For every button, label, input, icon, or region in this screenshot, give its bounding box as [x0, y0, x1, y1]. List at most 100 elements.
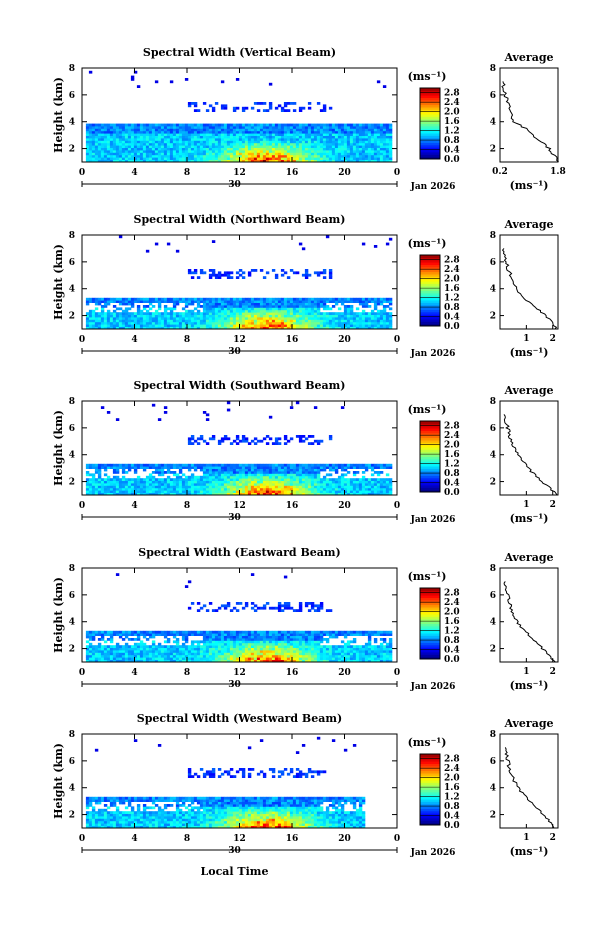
heatmap-cell	[133, 659, 138, 663]
heatmap-cell	[343, 468, 348, 472]
x-tick-label: 8	[184, 168, 190, 178]
colorbar-segment	[420, 295, 440, 299]
heatmap-cell	[286, 128, 291, 132]
colorbar-segment	[420, 314, 440, 318]
heatmap-cell	[355, 130, 360, 134]
heatmap-cell	[181, 154, 186, 158]
heatmap-cell	[316, 480, 321, 484]
heatmap-cell	[226, 317, 231, 320]
heatmap-cell	[307, 138, 312, 141]
heatmap-cell	[385, 485, 390, 489]
heatmap-cell	[211, 128, 216, 132]
heatmap-cell	[151, 490, 156, 493]
heatmap-cell	[325, 485, 330, 489]
x-tick-label: 0	[79, 335, 85, 345]
heatmap-cell	[235, 480, 240, 484]
heatmap-cell	[307, 142, 312, 146]
heatmap-cell	[307, 128, 312, 132]
heatmap-cell	[154, 326, 159, 330]
heatmap-cell	[235, 140, 240, 144]
heatmap-cell	[316, 157, 321, 160]
heatmap-cell	[265, 123, 270, 127]
heatmap-cell	[361, 309, 366, 313]
heatmap-cell	[289, 463, 294, 467]
heatmap-cell	[88, 473, 93, 477]
heatmap-cell	[382, 492, 387, 496]
heatmap-cell	[142, 485, 147, 489]
heatmap-cell	[151, 314, 156, 318]
heatmap-cell	[118, 126, 123, 129]
heatmap-cell	[196, 142, 201, 146]
heatmap-cell	[247, 490, 252, 493]
heatmap-cell	[373, 152, 378, 156]
heatmap-cell	[247, 130, 252, 134]
heatmap-cell	[88, 130, 93, 134]
colorbar-segment	[420, 278, 440, 282]
heatmap-cell	[280, 302, 285, 306]
heatmap-cell	[160, 300, 165, 303]
heatmap-cell	[388, 150, 393, 153]
heatmap-cell	[229, 307, 234, 311]
heatmap-cell	[265, 483, 270, 486]
heatmap-cell	[337, 297, 342, 301]
heatmap-cell	[88, 647, 93, 651]
heatmap-cell	[229, 326, 234, 330]
heatmap-cell	[118, 657, 123, 660]
heatmap-cell	[103, 633, 108, 636]
heatmap-cell	[289, 406, 294, 409]
heatmap-cell	[349, 466, 354, 469]
heatmap-cell	[223, 106, 228, 110]
heatmap-cell	[256, 463, 261, 467]
heatmap-cell	[244, 106, 249, 110]
heatmap-cell	[223, 126, 228, 129]
heatmap-cell	[334, 492, 339, 496]
heatmap-cell	[334, 321, 339, 325]
heatmap-cell	[151, 142, 156, 146]
heatmap-cell	[130, 633, 135, 636]
heatmap-cell	[163, 483, 168, 486]
heatmap-cell	[190, 271, 195, 275]
heatmap-cell	[247, 466, 252, 469]
heatmap-cell	[190, 130, 195, 134]
heatmap-cell	[304, 135, 309, 139]
heatmap-cell	[199, 490, 204, 493]
heatmap-cell	[118, 326, 123, 330]
heatmap-cell	[385, 317, 390, 320]
heatmap-cell	[196, 152, 201, 156]
heatmap-cell	[256, 471, 261, 474]
heatmap-cell	[286, 126, 291, 129]
heatmap-cell	[334, 490, 339, 493]
heatmap-cell	[304, 273, 309, 277]
heatmap-cell	[328, 435, 333, 438]
y-tick-label: 8	[69, 64, 75, 74]
heatmap-cell	[163, 159, 168, 163]
heatmap-cell	[187, 138, 192, 141]
heatmap-cell	[208, 302, 213, 306]
heatmap-cell	[175, 490, 180, 493]
heatmap-cell	[196, 485, 201, 489]
heatmap-cell	[298, 437, 303, 441]
heatmap-cell	[244, 490, 249, 493]
heatmap-cell	[121, 657, 126, 660]
heatmap-cell	[274, 273, 279, 277]
heatmap-cell	[322, 305, 327, 308]
heatmap-cell	[202, 480, 207, 484]
heatmap-cell	[334, 480, 339, 484]
heatmap-cell	[151, 633, 156, 636]
heatmap-cell	[289, 312, 294, 315]
heatmap-cell	[217, 478, 222, 481]
heatmap-cell	[292, 473, 297, 477]
heatmap-cell	[283, 300, 288, 303]
heatmap-cell	[385, 140, 390, 144]
heatmap-cell	[337, 159, 342, 163]
heatmap-cell	[385, 463, 390, 467]
heatmap-cell	[118, 138, 123, 141]
heatmap-cell	[202, 635, 207, 639]
heatmap-cell	[112, 487, 117, 491]
heatmap-cell	[289, 102, 294, 105]
heatmap-cell	[100, 152, 105, 156]
heatmap-cell	[382, 133, 387, 136]
heatmap-cell	[301, 475, 306, 479]
heatmap-cell	[244, 439, 249, 443]
heatmap-cell	[115, 468, 120, 472]
